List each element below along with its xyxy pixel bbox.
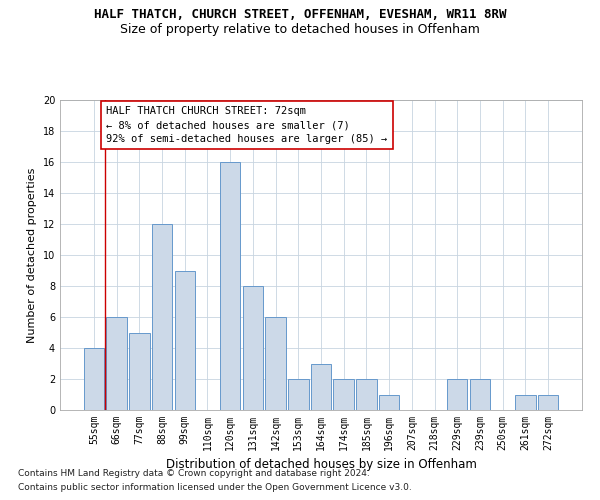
Bar [242, 286, 263, 410]
Text: Contains public sector information licensed under the Open Government Licence v3: Contains public sector information licen… [18, 484, 412, 492]
Text: HALF THATCH, CHURCH STREET, OFFENHAM, EVESHAM, WR11 8RW: HALF THATCH, CHURCH STREET, OFFENHAM, EV… [94, 8, 506, 20]
Text: Contains HM Land Registry data © Crown copyright and database right 2024.: Contains HM Land Registry data © Crown c… [18, 468, 370, 477]
Bar [175, 270, 195, 410]
Bar [515, 394, 536, 410]
Bar [538, 394, 558, 410]
Bar [356, 379, 377, 410]
Bar [265, 317, 286, 410]
Bar [334, 379, 354, 410]
Bar [447, 379, 467, 410]
Text: Size of property relative to detached houses in Offenham: Size of property relative to detached ho… [120, 22, 480, 36]
Bar [152, 224, 172, 410]
Bar [470, 379, 490, 410]
Bar [379, 394, 400, 410]
X-axis label: Distribution of detached houses by size in Offenham: Distribution of detached houses by size … [166, 458, 476, 471]
Text: HALF THATCH CHURCH STREET: 72sqm
← 8% of detached houses are smaller (7)
92% of : HALF THATCH CHURCH STREET: 72sqm ← 8% of… [106, 106, 388, 144]
Bar [288, 379, 308, 410]
Bar [84, 348, 104, 410]
Bar [311, 364, 331, 410]
Y-axis label: Number of detached properties: Number of detached properties [27, 168, 37, 342]
Bar [129, 332, 149, 410]
Bar [220, 162, 241, 410]
Bar [106, 317, 127, 410]
